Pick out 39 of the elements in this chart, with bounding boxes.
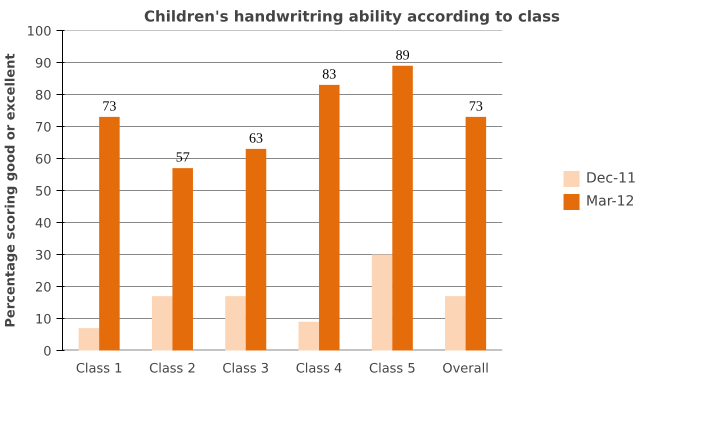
bar [246,148,266,350]
data-label: 63 [248,132,263,146]
bar [466,116,486,350]
y-tick-label: 100 [26,24,52,40]
data-label: 73 [102,100,116,114]
chart-title: Children's handwritring ability according to class [144,8,560,26]
x-tick-label: Class 3 [222,362,270,376]
y-tick-label: 70 [34,120,52,136]
bar [172,168,193,350]
bar [298,322,320,350]
y-tick-label: 90 [34,56,52,72]
data-label: 83 [322,68,336,82]
data-label: 89 [396,48,410,64]
bar [445,296,466,350]
legend-label: Mar-12 [586,194,634,210]
bar [372,254,392,350]
bar [392,66,413,350]
data-label: 73 [468,100,483,114]
x-tick-label: Class 1 [76,362,122,376]
y-tick-label: 80 [34,88,52,104]
bar [225,296,246,350]
y-tick-label: 40 [34,216,52,232]
bar [152,296,172,350]
y-axis-title: Percentage scoring good or excellent [4,53,19,328]
y-tick-label: 20 [34,280,52,296]
x-tick-label: Class 5 [369,362,416,376]
y-tick-label: 60 [34,152,52,168]
y-tick-label: 50 [34,184,52,200]
x-tick-label: Class 4 [296,362,342,376]
bar [78,328,100,350]
y-tick-label: 30 [34,248,52,264]
legend-label: Dec-11 [586,170,636,186]
y-tick-label: 10 [34,312,52,328]
y-tick-label: 0 [43,344,52,360]
bar [99,116,120,350]
x-tick-label: Class 2 [149,362,196,376]
data-label: 57 [176,150,190,166]
bar [319,84,340,350]
x-tick-label: Overall [442,362,489,376]
